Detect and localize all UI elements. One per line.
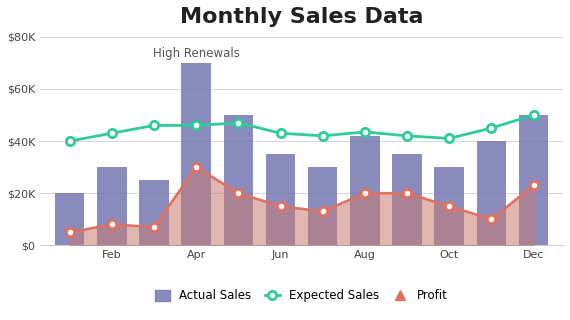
- Profit: [66, 230, 73, 234]
- Bar: [139, 180, 169, 245]
- Expected Sales: [361, 130, 368, 134]
- Profit: [193, 165, 200, 169]
- Profit: [446, 204, 453, 208]
- Profit: [319, 210, 326, 213]
- Expected Sales: [277, 131, 284, 135]
- Profit: [277, 204, 284, 208]
- Bar: [223, 115, 253, 245]
- Bar: [181, 63, 211, 245]
- Expected Sales: [66, 139, 73, 143]
- Text: High Renewals: High Renewals: [153, 47, 239, 60]
- Line: Expected Sales: Expected Sales: [66, 111, 538, 145]
- Bar: [55, 193, 84, 245]
- Profit: [530, 183, 537, 187]
- Expected Sales: [488, 126, 495, 130]
- Profit: [488, 217, 495, 221]
- Line: Profit: Profit: [66, 163, 538, 236]
- Profit: [404, 191, 410, 195]
- Bar: [392, 154, 422, 245]
- Bar: [97, 167, 127, 245]
- Legend: Actual Sales, Expected Sales, Profit: Actual Sales, Expected Sales, Profit: [150, 284, 453, 307]
- Expected Sales: [446, 137, 453, 140]
- Expected Sales: [530, 113, 537, 117]
- Expected Sales: [235, 121, 242, 125]
- Bar: [350, 136, 380, 245]
- Bar: [477, 141, 506, 245]
- Bar: [519, 115, 548, 245]
- Profit: [108, 222, 115, 226]
- Expected Sales: [150, 124, 157, 127]
- Expected Sales: [404, 134, 410, 138]
- Profit: [361, 191, 368, 195]
- Profit: [235, 191, 242, 195]
- Profit: [150, 225, 157, 229]
- Bar: [266, 154, 295, 245]
- Title: Monthly Sales Data: Monthly Sales Data: [180, 7, 424, 27]
- Bar: [308, 167, 337, 245]
- Expected Sales: [193, 124, 200, 127]
- Expected Sales: [319, 134, 326, 138]
- Bar: [434, 167, 464, 245]
- Expected Sales: [108, 131, 115, 135]
